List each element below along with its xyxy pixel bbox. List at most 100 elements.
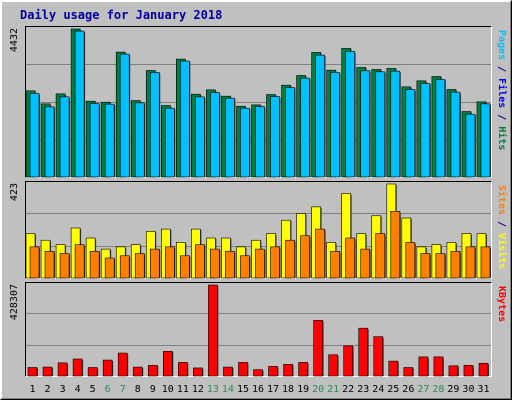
panel-middle-sites-bar (104, 257, 115, 279)
panel-bottom-kbytes-bar (298, 362, 308, 377)
x-tick-label: 2 (45, 384, 51, 395)
panel-middle-sites-bar (450, 251, 461, 279)
panel-middle-legend-part: Visits (496, 233, 508, 269)
panel-middle-sites-bar (119, 255, 130, 279)
panel-top-pages-bar (74, 30, 85, 178)
panel-middle-sites-bar (29, 246, 40, 279)
x-tick-label: 8 (135, 384, 141, 395)
panel-bottom-kbytes-bar (388, 360, 399, 377)
x-tick-label: 1 (30, 384, 36, 395)
panel-middle-sites-bar (390, 211, 401, 279)
x-tick-label: 18 (282, 384, 294, 395)
panel-bottom-kbytes-bar (253, 369, 263, 377)
panel-middle-sites-bar (405, 242, 416, 279)
panel-top-pages-bar (119, 53, 130, 178)
panel-top-pages-bar (375, 71, 386, 178)
panel-top-pages-bar (405, 89, 416, 178)
panel-top-border-light (25, 26, 492, 178)
panel-top-pages-bar (89, 103, 100, 178)
panel-top-border-dark (25, 26, 492, 178)
panel-top-pages-bar (435, 79, 446, 178)
panel-top-pages-bar (44, 106, 55, 178)
panel-middle-sites-bar (375, 233, 386, 279)
panel-middle-sites-bar (89, 251, 100, 279)
panel-top-pages-bar (390, 70, 401, 178)
panel-middle-sites-bar (420, 253, 431, 279)
chart-title: Daily usage for January 2018 (20, 8, 222, 22)
panel-top: 4432 Pages / Files / Hits (9, 26, 508, 178)
panel-top-pages-bar (270, 96, 280, 178)
x-tick-label: 27 (417, 384, 429, 395)
panel-top-pages-bar (195, 96, 205, 178)
panel-top-pages-bar (255, 106, 265, 178)
panel-bottom-legend-part: KBytes (496, 286, 507, 322)
panel-bottom-kbytes-bar (373, 336, 384, 377)
x-tick-label: 13 (207, 384, 219, 395)
panel-middle-sites-bar (255, 248, 265, 279)
panel-bottom-kbytes-bar (328, 354, 338, 377)
panel-middle-sites-bar (149, 248, 160, 279)
panel-top-legend-part: / (496, 108, 507, 126)
x-tick-label: 10 (162, 384, 174, 395)
panel-top-pages-bar (480, 103, 491, 178)
panel-bottom-kbytes-bar (193, 367, 203, 377)
panel-middle-sites-bar (195, 244, 205, 279)
panel-top-legend-part: Files (496, 78, 508, 108)
panel-bottom-kbytes-bar (163, 351, 173, 377)
panel-top-pages-bar (240, 107, 250, 178)
x-tick-label: 7 (120, 384, 126, 395)
panel-top-pages-bar (59, 96, 70, 178)
panel-top-legend-part: / (496, 60, 507, 78)
panel-middle-sites-bar (285, 239, 295, 279)
x-tick-label: 14 (222, 384, 234, 395)
panel-top-pages-bar (210, 92, 220, 178)
panel-top-pages-bar (149, 72, 160, 178)
panel-middle-sites-bar (330, 251, 340, 279)
panel-middle-sites-bar (300, 235, 310, 279)
panel-middle-sites-bar (315, 228, 325, 279)
x-tick-label: 20 (312, 384, 324, 395)
panel-top-pages-bar (465, 113, 476, 178)
panel-bottom-kbytes-bar (117, 352, 128, 377)
panel-top-pages-bar (225, 97, 235, 178)
panel-middle-sites-bar (240, 255, 250, 279)
panel-bottom-kbytes-bar (433, 356, 444, 377)
x-tick-label: 5 (90, 384, 96, 395)
x-tick-label: 9 (150, 384, 156, 395)
panel-bottom-kbytes-bar (178, 362, 188, 377)
panel-middle-sites-bar (74, 244, 85, 279)
panel-bottom-kbytes-bar (208, 284, 218, 377)
panel-bottom-kbytes-bar (57, 362, 68, 377)
panel-bottom-kbytes-bar (238, 362, 248, 377)
panel-top-pages-bar (134, 102, 145, 178)
panel-bottom-border-light (25, 282, 492, 377)
panel-middle-series-legend: Sites / Visits (496, 185, 508, 269)
panel-bottom-kbytes-bar (42, 366, 53, 377)
panel-bottom-kbytes-bar (102, 359, 113, 377)
panel-top-pages-bar (180, 60, 190, 178)
panel-top-pages-bar (165, 107, 175, 178)
panel-top-pages-bar (315, 54, 325, 178)
panel-top-pages-bar (300, 77, 310, 178)
panel-bottom-kbytes-bar (268, 366, 278, 377)
panel-middle-sites-bar (270, 246, 280, 279)
panel-top-pages-bar (420, 83, 431, 178)
x-tick-label: 26 (402, 384, 414, 395)
panel-middle-sites-bar (465, 246, 476, 279)
panel-top-pages-bar (345, 51, 355, 178)
panel-middle-legend-part: Sites (496, 185, 508, 215)
x-tick-label: 15 (237, 384, 249, 395)
panel-bottom-area (25, 282, 491, 376)
x-tick-label: 16 (252, 384, 264, 395)
x-tick-label: 30 (462, 384, 474, 395)
panel-middle-legend-part: / (496, 215, 507, 233)
x-tick-label: 25 (387, 384, 399, 395)
panel-top-legend-part: Pages (496, 30, 507, 60)
x-tick-label: 23 (357, 384, 369, 395)
panel-bottom-kbytes-bar (72, 358, 83, 377)
panel-middle-sites-bar (480, 246, 491, 279)
